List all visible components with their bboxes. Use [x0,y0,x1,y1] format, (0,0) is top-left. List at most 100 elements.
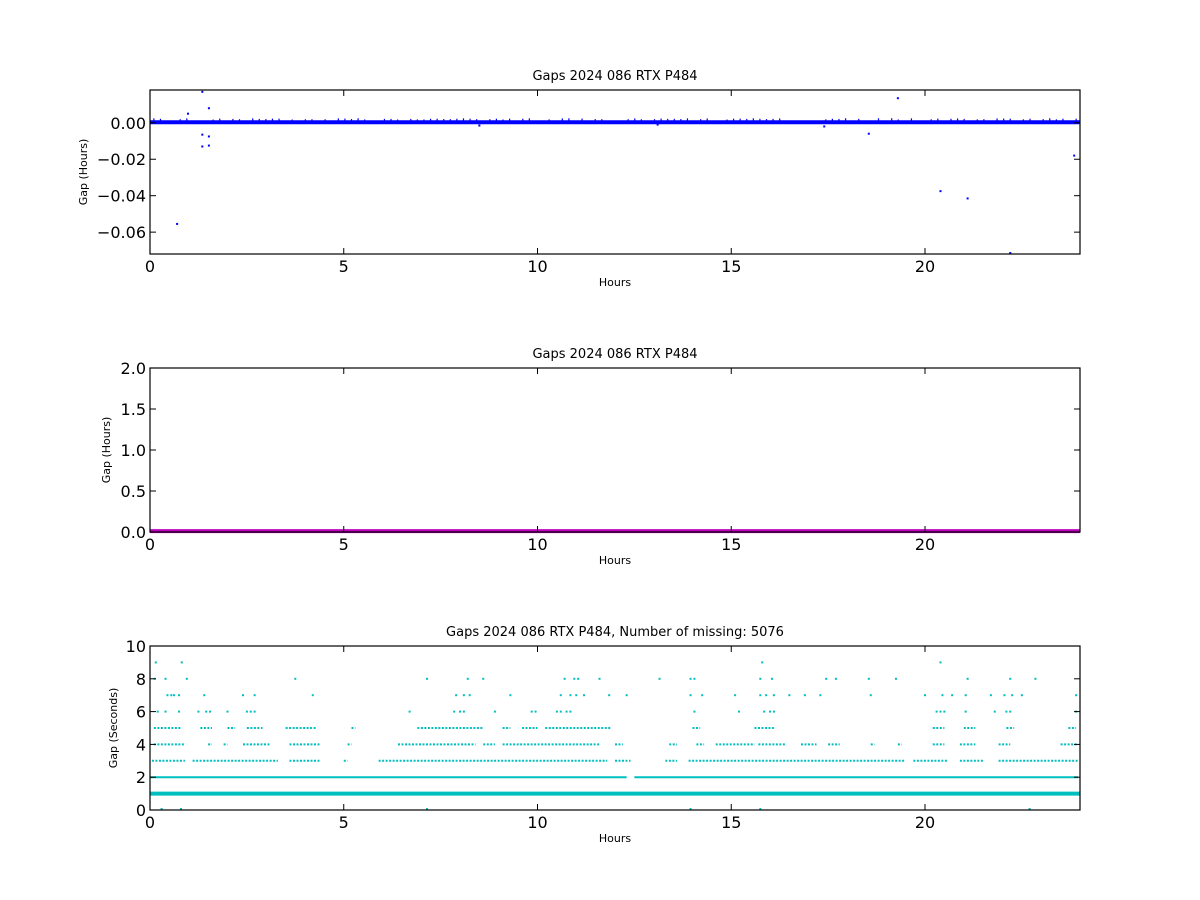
y-tick-label: 8 [136,670,146,689]
data-point [154,661,157,664]
data-point [759,694,762,697]
y-axis-label: Gap (Hours) [100,417,113,484]
data-point [563,677,566,680]
data-point [205,710,208,713]
x-axis-label: Hours [599,276,631,289]
y-tick-label: 0.5 [121,482,146,501]
chart-panel-1: Gaps 2024 086 RTX P484 Hours Gap (Hours) 0 5… [77,69,1081,289]
data-point [625,694,628,697]
x-tick-label: 0 [145,257,155,276]
data-point [170,694,173,697]
data-point [559,694,562,697]
data-point [1020,694,1023,697]
data-point [966,677,969,680]
data-point [426,808,429,810]
data-point [1005,710,1008,713]
data-point [207,135,210,138]
data-point [482,677,485,680]
data-point [166,694,169,697]
data-point [559,710,562,713]
data-point [173,694,176,697]
data-point [689,694,692,697]
data-point [573,677,576,680]
data-point [509,694,512,697]
y-tick-label: 10 [126,637,146,656]
data-point [426,677,429,680]
data-point [894,677,897,680]
data-point [1034,677,1037,680]
data-point [939,710,942,713]
data-point [867,677,870,680]
y-tick-label: −0.04 [97,187,146,206]
y-tick-label: 1.0 [121,441,146,460]
data-point [203,694,206,697]
data-point [823,125,826,128]
data-point [185,677,188,680]
data-point [769,710,771,713]
plot-frame [149,89,1081,255]
data-point [834,677,837,680]
data-point [867,132,870,135]
data-point [1009,252,1012,254]
data-point [1009,710,1012,713]
x-tick-label: 5 [339,813,349,832]
data-point [689,677,692,680]
chart-panel-2: Gaps 2024 086 RTX P484 Hours Gap (Hours) 0 5… [100,347,1081,567]
data-point [951,694,954,697]
data-point [565,710,568,713]
data-point [896,97,899,100]
data-point [803,694,806,697]
y-tick-label: −0.06 [97,223,146,242]
x-tick-label: 20 [915,257,935,276]
data-point [176,222,179,225]
chart-panel-3: Gaps 2024 086 RTX P484, Number of missin… [107,625,1081,845]
data-point [658,677,661,680]
x-tick-label: 15 [721,813,741,832]
y-axis-label: Gap (Seconds) [107,688,120,769]
y-tick-label: 6 [136,703,146,722]
data-point [656,123,659,126]
data-point [608,694,611,697]
data-point [186,112,189,115]
data-point [693,710,696,713]
x-tick-label: 5 [339,257,349,276]
data-point [765,694,768,697]
data-point [462,694,465,697]
data-point [689,808,692,810]
data-point [1028,808,1031,810]
data-point [939,661,942,664]
chart-title: Gaps 2024 086 RTX P484 [532,69,697,84]
data-point [964,694,967,697]
data-point [459,710,461,713]
data-point [408,710,411,713]
plot-area [150,90,1080,254]
data-point [598,677,601,680]
x-tick-label: 0 [145,535,155,554]
data-point [993,710,996,713]
y-tick-label: 0.0 [121,523,146,542]
data-point [468,694,471,697]
y-tick-label: 0.00 [110,114,146,133]
data-point [180,661,183,664]
data-point [534,710,537,713]
data-point [453,710,456,713]
data-point [788,694,791,697]
data-point [530,710,533,713]
data-point [1075,694,1078,697]
data-point [178,710,181,713]
data-point [577,677,580,680]
data-point [759,808,762,810]
data-point [583,694,585,697]
data-point [763,710,766,713]
data-point [245,710,248,713]
data-point [209,710,212,713]
x-tick-label: 10 [527,813,547,832]
data-point [943,710,946,713]
data-point [1003,694,1006,697]
x-axis-label: Hours [599,554,631,567]
data-point [178,694,181,697]
plot-area [150,368,1080,532]
data-point [770,677,773,680]
data-point [226,710,229,713]
x-tick-label: 15 [721,257,741,276]
